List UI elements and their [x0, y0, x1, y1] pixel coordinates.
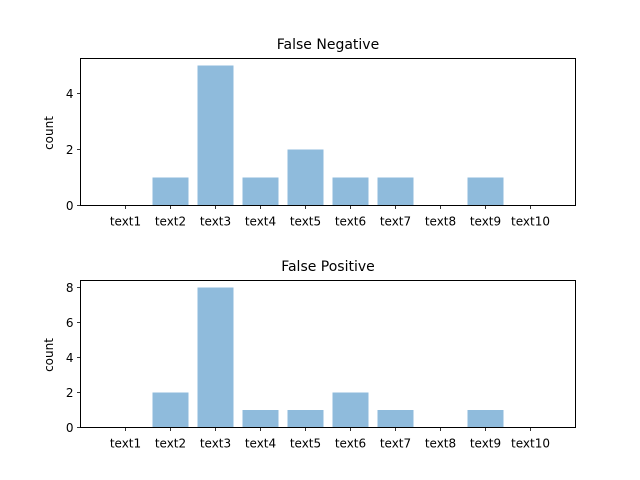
x-tick-label: text2 [155, 215, 186, 229]
y-tick-label: 0 [66, 199, 74, 213]
bar-text5 [287, 410, 324, 428]
bar-text3 [197, 65, 234, 206]
bar-text2 [152, 392, 189, 428]
x-tick-label: text4 [245, 437, 276, 451]
bar-text9 [467, 177, 504, 206]
bar-text3 [197, 287, 234, 428]
x-tick-label: text9 [470, 437, 501, 451]
x-tick-label: text7 [380, 215, 411, 229]
false-negative-chart: False Negative count text1 text2 text3 text… [42, 37, 576, 229]
x-tick-label: text8 [425, 215, 456, 229]
x-tick-label: text1 [110, 215, 141, 229]
x-tick-label: text3 [200, 437, 231, 451]
x-tick-label: text5 [290, 215, 321, 229]
axis-ticks: text1 text2 text3 text4 text5 text6 text7 text8… [66, 281, 550, 451]
x-tick-label: text4 [245, 215, 276, 229]
bar-text4 [242, 177, 279, 206]
bar-text6 [332, 177, 369, 206]
x-tick-label: text2 [155, 437, 186, 451]
bar-text4 [242, 410, 279, 428]
axis-ticks: text1 text2 text3 text4 text5 text6 text7 text8… [66, 87, 550, 229]
y-tick-label: 2 [66, 386, 74, 400]
x-tick-label: text9 [470, 215, 501, 229]
bars [152, 65, 504, 206]
plot-frame [80, 58, 576, 206]
y-tick-label: 4 [66, 87, 74, 101]
chart-title: False Positive [281, 259, 375, 275]
y-tick-label: 0 [66, 421, 74, 435]
x-tick-label: text5 [290, 437, 321, 451]
y-tick-label: 6 [66, 316, 74, 330]
y-axis-label: count [42, 116, 56, 150]
bar-text7 [377, 177, 414, 206]
x-tick-label: text6 [335, 437, 366, 451]
bar-text5 [287, 149, 324, 206]
plot-frame [80, 280, 576, 428]
x-tick-label: text3 [200, 215, 231, 229]
y-axis-label: count [42, 338, 56, 372]
x-tick-label: text8 [425, 437, 456, 451]
bars [152, 287, 504, 428]
bar-text7 [377, 410, 414, 428]
y-tick-label: 4 [66, 351, 74, 365]
x-tick-label: text10 [511, 215, 550, 229]
x-tick-label: text1 [110, 437, 141, 451]
false-positive-chart: False Positive count text1 text2 text3 text… [42, 259, 576, 451]
bar-text9 [467, 410, 504, 428]
x-tick-label: text7 [380, 437, 411, 451]
x-tick-label: text6 [335, 215, 366, 229]
y-tick-label: 2 [66, 143, 74, 157]
x-tick-label: text10 [511, 437, 550, 451]
y-tick-label: 8 [66, 281, 74, 295]
chart-title: False Negative [277, 37, 379, 53]
bar-text2 [152, 177, 189, 206]
bar-text6 [332, 392, 369, 428]
